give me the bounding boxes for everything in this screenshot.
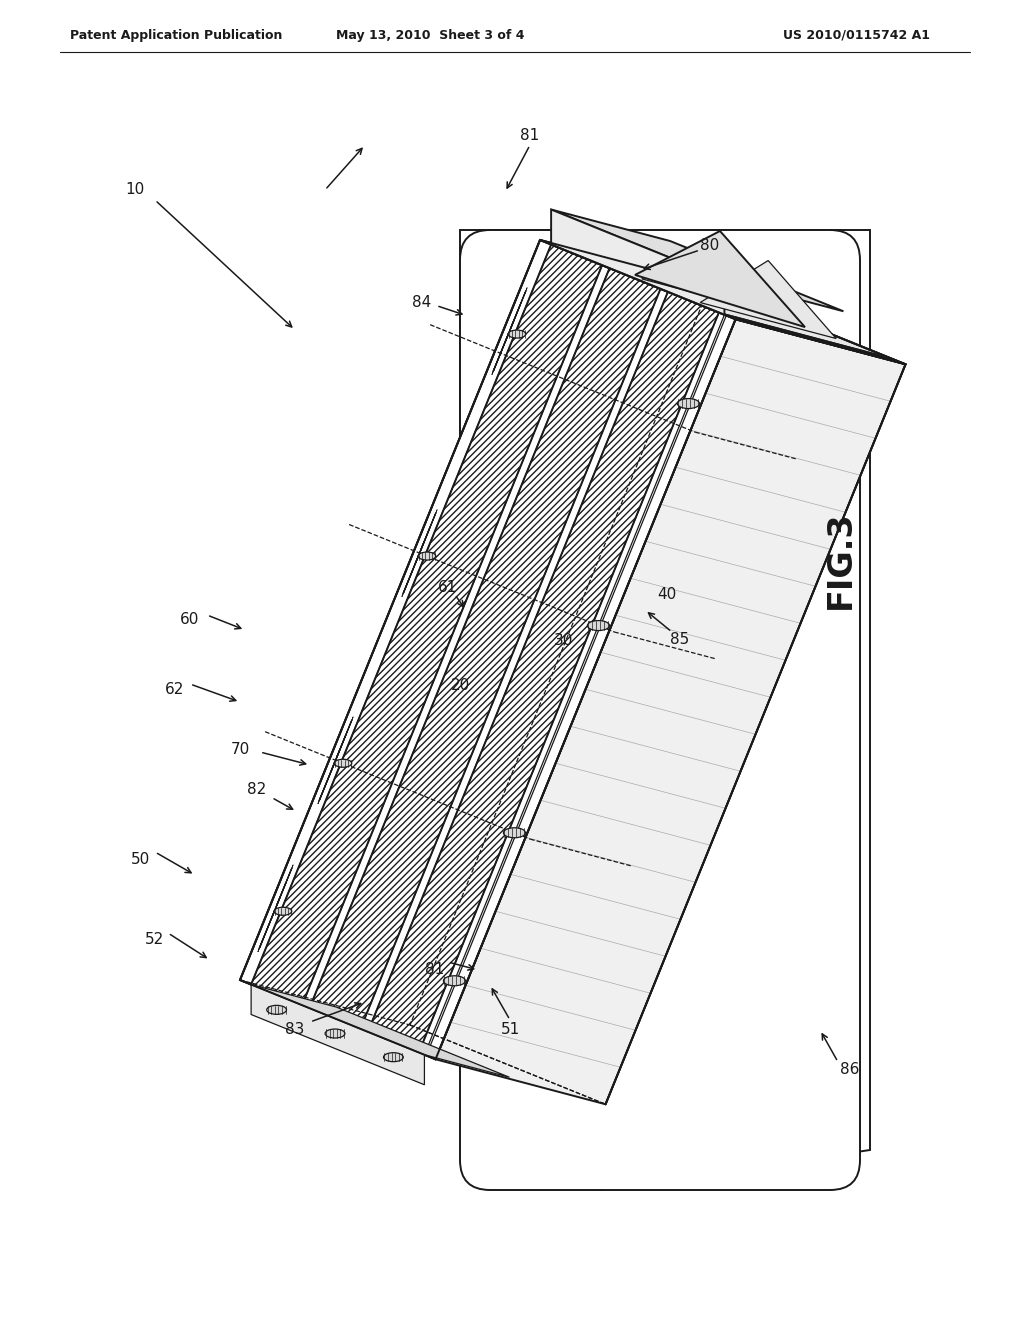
Text: 62: 62 [165, 682, 184, 697]
Polygon shape [494, 333, 509, 371]
Ellipse shape [443, 975, 466, 986]
Polygon shape [251, 244, 602, 1005]
Polygon shape [403, 556, 419, 594]
Text: 50: 50 [130, 853, 150, 867]
Ellipse shape [418, 552, 436, 560]
Polygon shape [337, 719, 352, 758]
Text: Patent Application Publication: Patent Application Publication [70, 29, 283, 41]
Polygon shape [510, 290, 526, 329]
Text: 61: 61 [438, 579, 458, 595]
Polygon shape [401, 579, 409, 597]
Polygon shape [317, 787, 325, 804]
Text: May 13, 2010  Sheet 3 of 4: May 13, 2010 Sheet 3 of 4 [336, 29, 524, 41]
Text: 80: 80 [700, 238, 720, 252]
Text: 83: 83 [286, 1023, 305, 1038]
Polygon shape [540, 240, 905, 364]
Polygon shape [309, 268, 660, 1028]
Polygon shape [421, 512, 436, 550]
Polygon shape [251, 985, 424, 1085]
Ellipse shape [266, 1006, 287, 1014]
Text: 52: 52 [145, 932, 165, 948]
Polygon shape [492, 358, 499, 375]
Polygon shape [259, 911, 274, 949]
Polygon shape [337, 734, 346, 758]
Polygon shape [332, 750, 340, 771]
Polygon shape [271, 898, 280, 919]
Polygon shape [258, 935, 264, 952]
Polygon shape [494, 333, 509, 371]
Polygon shape [259, 911, 274, 949]
Text: 81: 81 [425, 962, 444, 978]
Text: 84: 84 [412, 296, 431, 310]
Text: 20: 20 [451, 678, 470, 693]
Polygon shape [287, 865, 293, 882]
Ellipse shape [588, 620, 609, 631]
Text: 51: 51 [501, 1023, 519, 1038]
Text: 60: 60 [180, 612, 200, 627]
Polygon shape [520, 288, 527, 304]
Polygon shape [642, 236, 778, 315]
Polygon shape [319, 763, 335, 801]
Text: 86: 86 [841, 1063, 860, 1077]
FancyBboxPatch shape [460, 230, 860, 1191]
Text: 70: 70 [230, 742, 250, 758]
Polygon shape [401, 579, 409, 597]
Polygon shape [403, 556, 419, 594]
Polygon shape [430, 510, 437, 527]
Polygon shape [435, 319, 905, 1105]
Polygon shape [700, 260, 837, 338]
Text: 40: 40 [657, 587, 677, 602]
Ellipse shape [325, 1030, 345, 1038]
Text: 81: 81 [520, 128, 540, 143]
Polygon shape [346, 717, 353, 734]
Polygon shape [492, 358, 499, 375]
Text: US 2010/0115742 A1: US 2010/0115742 A1 [783, 29, 930, 41]
Ellipse shape [383, 1052, 403, 1061]
Text: 82: 82 [247, 781, 266, 797]
Polygon shape [317, 787, 325, 804]
Polygon shape [251, 985, 509, 1077]
Polygon shape [416, 543, 424, 564]
Polygon shape [240, 240, 735, 1059]
Polygon shape [368, 292, 719, 1052]
Text: FIG.3: FIG.3 [823, 511, 856, 610]
Polygon shape [506, 321, 514, 342]
Ellipse shape [508, 330, 525, 338]
Ellipse shape [678, 399, 699, 409]
Polygon shape [276, 882, 287, 906]
Text: 30: 30 [554, 632, 573, 648]
Polygon shape [510, 305, 520, 329]
Ellipse shape [334, 759, 352, 767]
Polygon shape [551, 210, 844, 312]
Polygon shape [258, 935, 264, 952]
Ellipse shape [274, 907, 292, 915]
Polygon shape [635, 231, 805, 327]
Text: 85: 85 [671, 632, 689, 648]
Polygon shape [319, 763, 335, 801]
Polygon shape [276, 867, 292, 906]
Polygon shape [551, 210, 724, 314]
Polygon shape [460, 230, 870, 1191]
Ellipse shape [504, 828, 525, 838]
Polygon shape [421, 527, 430, 550]
Text: 10: 10 [125, 182, 144, 198]
